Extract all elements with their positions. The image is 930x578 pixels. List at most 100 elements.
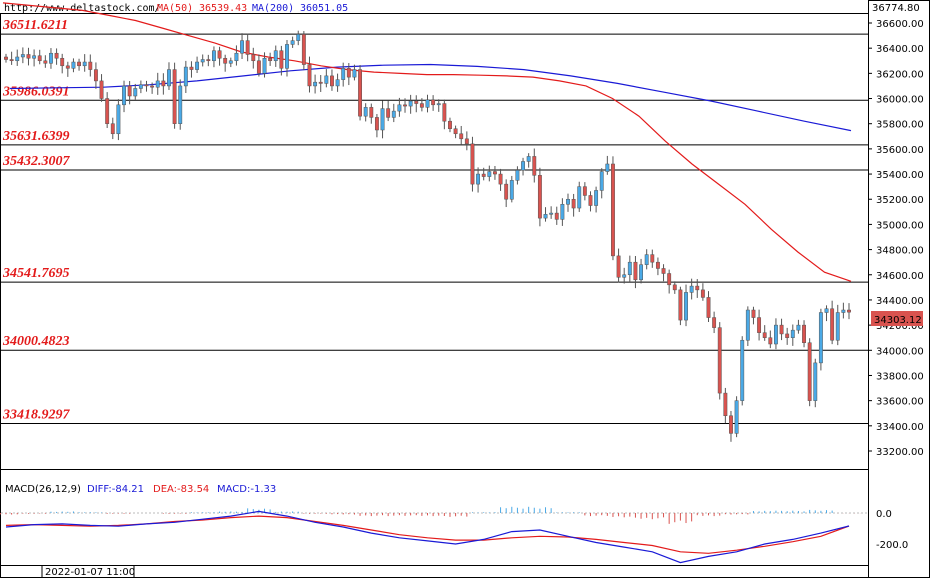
candle-down xyxy=(358,69,362,117)
candle-down xyxy=(144,84,149,87)
ma50-line xyxy=(2,2,852,282)
candle-up xyxy=(745,309,750,341)
candle-up xyxy=(818,312,823,364)
candle-up xyxy=(487,171,492,177)
candle-up xyxy=(133,88,138,97)
candle-down xyxy=(537,175,542,219)
candle-up xyxy=(644,254,649,265)
candle-up xyxy=(476,173,481,185)
candle-down xyxy=(43,60,48,64)
candle-down xyxy=(655,261,660,269)
y-tick-label: 34000.00 xyxy=(876,346,924,357)
candle-up xyxy=(790,329,795,338)
candle-down xyxy=(616,255,621,278)
candle-down xyxy=(650,254,655,263)
candle-down xyxy=(217,50,222,59)
candle-up xyxy=(71,61,76,69)
right-axis-frame xyxy=(868,0,930,578)
candle-down xyxy=(448,120,452,129)
candle-up xyxy=(391,110,396,118)
y-tick-label: 33200.00 xyxy=(876,447,924,458)
candle-down xyxy=(459,133,464,140)
candle-down xyxy=(386,108,391,118)
candle-up xyxy=(285,44,289,69)
candle-down xyxy=(762,332,767,338)
candle-down xyxy=(150,85,155,88)
macd-diff-label: DIFF:-84.21 xyxy=(87,484,144,495)
macd-title: MACD(26,12,9) xyxy=(5,484,81,495)
candle-up xyxy=(167,69,171,87)
ma50-label: MA(50) xyxy=(157,3,193,14)
candle-down xyxy=(712,317,717,328)
candle-up xyxy=(526,156,531,162)
candle-up xyxy=(689,285,694,293)
candle-up xyxy=(560,204,565,220)
y-tick-label: 35400.00 xyxy=(876,170,924,181)
candle-up xyxy=(155,80,160,88)
candle-down xyxy=(60,57,65,67)
candle-up xyxy=(183,66,188,87)
candle-up xyxy=(380,108,385,131)
candle-up xyxy=(627,261,632,276)
candle-down xyxy=(532,156,537,176)
candle-down xyxy=(802,324,806,343)
current-price-tag xyxy=(871,311,923,326)
candle-up xyxy=(521,161,525,171)
candle-down xyxy=(26,54,31,59)
level-label: 33418.9297 xyxy=(2,407,71,422)
candle-down xyxy=(251,54,256,62)
y-axis-ticks: 36600.00 36400.00 36200.00 36000.00 35800.00… xyxy=(868,19,924,458)
ma200-layer xyxy=(9,63,852,132)
candle-down xyxy=(245,40,250,55)
candle-down xyxy=(414,100,419,104)
candle-up xyxy=(290,40,295,45)
candle-up xyxy=(824,308,829,313)
site-url: http://www.deltastock.com/ xyxy=(4,3,161,14)
candle-down xyxy=(695,285,700,291)
candle-up xyxy=(20,54,25,58)
candle-up xyxy=(15,56,20,62)
candle-up xyxy=(813,362,818,401)
candle-down xyxy=(307,64,312,87)
candle-up xyxy=(335,79,340,87)
candle-up xyxy=(740,339,745,401)
candle-down xyxy=(757,317,762,333)
candle-down xyxy=(633,261,638,281)
candle-down xyxy=(672,284,677,291)
top-price-label: 36774.80 xyxy=(872,3,920,14)
candle-down xyxy=(374,117,379,131)
candle-up xyxy=(212,50,216,62)
candle-up xyxy=(313,81,318,87)
candles xyxy=(4,30,851,442)
candle-up xyxy=(543,214,548,219)
candle-down xyxy=(453,128,458,135)
level-label: 35432.3007 xyxy=(2,154,71,169)
candle-down xyxy=(256,60,261,74)
ma200-line xyxy=(9,63,852,132)
y-tick-label: 34400.00 xyxy=(876,296,924,307)
level-lines: 36511.6211 35986.0391 35631.6399 35432.3007… xyxy=(1,18,868,424)
candle-up xyxy=(262,57,267,74)
level-label: 36511.6211 xyxy=(2,18,68,33)
y-tick-label: 33600.00 xyxy=(876,397,924,408)
candle-down xyxy=(554,212,559,220)
candle-down xyxy=(301,34,306,65)
current-price-value: 34303.12 xyxy=(874,315,922,326)
candle-down xyxy=(442,103,447,122)
candle-down xyxy=(37,55,42,62)
candle-down xyxy=(493,171,497,175)
candle-up xyxy=(324,75,329,84)
candle-up xyxy=(605,163,610,172)
candle-up xyxy=(240,40,244,54)
candle-up xyxy=(425,99,430,108)
y-tick-label: 36200.00 xyxy=(876,69,924,80)
candle-up xyxy=(352,69,357,78)
candle-down xyxy=(330,75,334,87)
candle-up xyxy=(122,85,126,106)
candle-down xyxy=(54,52,59,59)
candle-down xyxy=(77,61,81,67)
candle-down xyxy=(206,59,211,62)
candle-up xyxy=(296,34,301,41)
candle-down xyxy=(504,183,509,200)
